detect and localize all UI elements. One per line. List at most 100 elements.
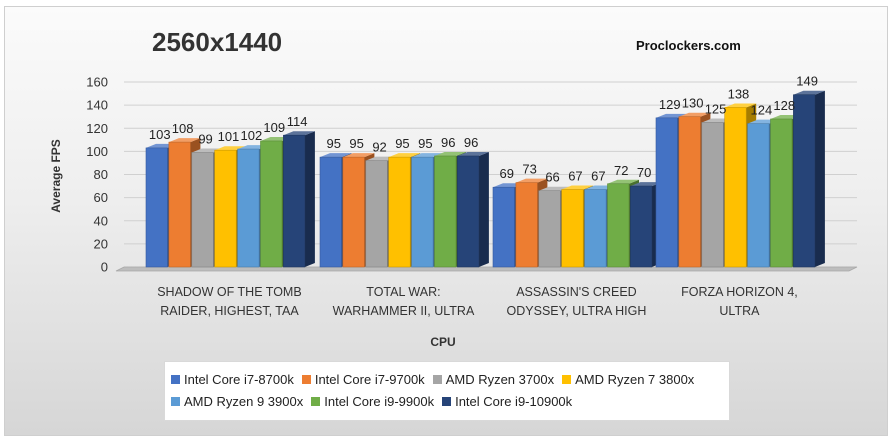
legend-label: AMD Ryzen 7 3800x bbox=[575, 371, 695, 387]
legend-swatch bbox=[301, 374, 311, 384]
bar-front bbox=[584, 189, 607, 268]
legend-item: Intel Core i9-10900k bbox=[442, 390, 572, 412]
legend-item: Intel Core i9-9900k bbox=[311, 390, 434, 412]
category-label: ODYSSEY, ULTRA HIGH bbox=[507, 304, 647, 318]
category-label: ASSASSIN'S CREED bbox=[516, 285, 636, 299]
data-label: 96 bbox=[464, 135, 478, 150]
x-axis-categories: SHADOW OF THE TOMB RAIDER, HIGHEST, TAA TO… bbox=[157, 285, 798, 318]
data-label: 66 bbox=[545, 170, 559, 185]
legend-item: AMD Ryzen 3700x bbox=[432, 368, 555, 390]
bar-top bbox=[515, 178, 548, 183]
floor-plane bbox=[115, 266, 858, 272]
bar-front bbox=[655, 117, 678, 268]
data-label: 101 bbox=[218, 129, 240, 144]
bar-front bbox=[793, 94, 816, 268]
bar-front bbox=[701, 122, 724, 268]
bar-front bbox=[457, 155, 480, 268]
y-tick-label: 0 bbox=[101, 260, 108, 275]
legend-label: Intel Core i7-8700k bbox=[184, 371, 294, 387]
data-label: 99 bbox=[198, 132, 212, 147]
bar-top bbox=[434, 152, 466, 156]
data-label: 95 bbox=[418, 136, 432, 151]
category-label: TOTAL WAR: bbox=[366, 285, 440, 299]
bar-front bbox=[342, 156, 365, 268]
data-label: 125 bbox=[705, 101, 727, 116]
y-tick-label: 120 bbox=[86, 121, 108, 136]
bar-front bbox=[283, 134, 306, 268]
data-label: 103 bbox=[149, 127, 171, 142]
bar-top bbox=[168, 138, 201, 143]
bar-front bbox=[365, 160, 388, 268]
legend-label: Intel Core i7-9700k bbox=[314, 371, 425, 387]
bar-front bbox=[724, 107, 747, 268]
data-label: 128 bbox=[773, 98, 795, 113]
category-label: FORZA HORIZON 4, bbox=[681, 285, 798, 299]
legend-swatch bbox=[311, 396, 321, 406]
category-label: WARHAMMER II, ULTRA bbox=[333, 304, 475, 318]
legend-item: AMD Ryzen 9 3900x bbox=[171, 390, 303, 412]
watermark-text: Proclockers.com bbox=[636, 38, 741, 53]
bar-top bbox=[793, 90, 825, 95]
chart-title: 2560x1440 bbox=[152, 27, 282, 57]
bar-front bbox=[434, 155, 457, 268]
chart-floor bbox=[115, 266, 858, 272]
data-label: 102 bbox=[240, 128, 262, 143]
data-label: 149 bbox=[796, 74, 818, 89]
bar-front bbox=[411, 156, 434, 268]
data-label: 109 bbox=[263, 120, 285, 135]
bar-front bbox=[214, 149, 237, 268]
bar-front bbox=[770, 118, 793, 268]
legend-swatch bbox=[171, 396, 180, 406]
data-label: 95 bbox=[327, 136, 341, 151]
bar-top bbox=[283, 131, 315, 136]
data-label: 72 bbox=[614, 163, 628, 178]
y-tick-label: 140 bbox=[86, 98, 108, 113]
data-label: 67 bbox=[568, 169, 582, 184]
category-label: RAIDER, HIGHEST, TAA bbox=[160, 304, 299, 318]
bar-front bbox=[260, 140, 283, 268]
data-label: 73 bbox=[522, 162, 536, 177]
data-label: 130 bbox=[682, 96, 704, 111]
legend-item: AMD Ryzen 7 3800x bbox=[562, 368, 694, 390]
bar-top bbox=[630, 182, 662, 187]
data-label: 138 bbox=[728, 86, 750, 101]
data-label: 67 bbox=[591, 169, 605, 184]
legend-item: Intel Core i7-8700k bbox=[171, 368, 294, 390]
legend-label: Intel Core i9-9900k bbox=[324, 393, 435, 409]
bar-front bbox=[607, 183, 630, 268]
bar-front bbox=[678, 116, 701, 268]
legend-swatch bbox=[171, 374, 180, 384]
legend-label: AMD Ryzen 3700x bbox=[445, 371, 555, 387]
data-label: 92 bbox=[372, 140, 386, 155]
bar bbox=[283, 131, 315, 268]
bar-top bbox=[607, 179, 639, 184]
data-label: 69 bbox=[500, 166, 514, 181]
bar-top bbox=[724, 103, 757, 108]
y-tick-label: 160 bbox=[86, 75, 108, 90]
bar-top bbox=[320, 153, 352, 158]
data-label: 124 bbox=[750, 103, 772, 118]
y-axis-ticks: 0 20 40 60 80 100 120 140 160 bbox=[86, 75, 108, 275]
bar bbox=[457, 152, 489, 268]
bar-front bbox=[191, 152, 214, 268]
bar-side bbox=[814, 90, 825, 267]
bar-front bbox=[168, 141, 191, 268]
y-tick-label: 20 bbox=[94, 236, 108, 251]
bar-top bbox=[678, 112, 711, 117]
bar-front bbox=[388, 156, 411, 268]
legend-swatch bbox=[432, 374, 442, 384]
y-tick-label: 80 bbox=[94, 167, 108, 182]
bar-front bbox=[237, 148, 260, 268]
bar-front bbox=[145, 147, 168, 268]
data-label: 95 bbox=[395, 136, 409, 151]
category-label: ULTRA bbox=[719, 304, 760, 318]
bar-top bbox=[561, 185, 594, 190]
data-label: 129 bbox=[659, 97, 681, 112]
category-label: SHADOW OF THE TOMB bbox=[157, 285, 301, 299]
bar bbox=[793, 90, 825, 268]
bar-front bbox=[630, 185, 653, 268]
y-tick-label: 100 bbox=[86, 144, 108, 159]
data-label: 108 bbox=[172, 121, 194, 136]
